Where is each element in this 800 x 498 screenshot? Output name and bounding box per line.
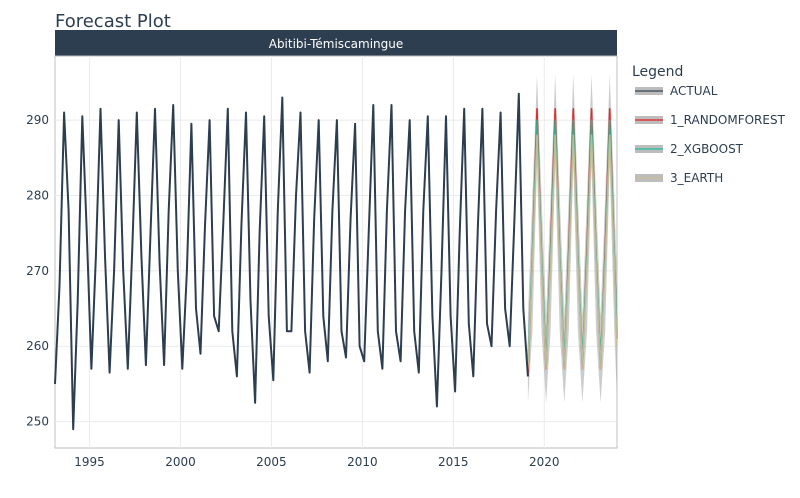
legend-title: Legend xyxy=(632,64,683,80)
x-tick-label: 2005 xyxy=(256,455,287,469)
x-tick-label: 2010 xyxy=(347,455,378,469)
legend-label: ACTUAL xyxy=(670,84,718,98)
x-axis: 1995 2000 2005 2010 2015 2020 xyxy=(74,455,559,469)
y-tick-label: 280 xyxy=(26,188,49,202)
y-tick-label: 270 xyxy=(26,264,49,278)
chart-title: Forecast Plot xyxy=(55,11,171,32)
legend-label: 3_EARTH xyxy=(670,171,723,185)
legend-label: 2_XGBOOST xyxy=(670,142,744,156)
series-line-actual xyxy=(54,92,529,431)
legend-item[interactable]: 3_EARTH xyxy=(635,171,723,185)
forecast-series xyxy=(527,108,618,377)
facet-strip xyxy=(55,30,617,56)
forecast-band xyxy=(527,74,617,403)
y-axis: 250 260 270 280 290 xyxy=(26,113,49,429)
facet-label: Abitibi-Témiscamingue xyxy=(269,37,404,51)
y-tick-label: 290 xyxy=(26,113,49,127)
x-tick-label: 2000 xyxy=(165,455,196,469)
x-tick-label: 2015 xyxy=(438,455,469,469)
legend: Legend ACTUAL 1_RANDOMFOREST 2_XGBOOST 3_EA… xyxy=(632,64,786,185)
forecast-confidence-band xyxy=(527,74,617,403)
x-tick-label: 1995 xyxy=(74,455,105,469)
x-tick-label: 2020 xyxy=(529,455,560,469)
actual-series xyxy=(54,92,529,431)
legend-label: 1_RANDOMFOREST xyxy=(670,113,786,127)
y-tick-label: 260 xyxy=(26,339,49,353)
y-tick-label: 250 xyxy=(26,415,49,429)
series-line-3-earth xyxy=(527,134,618,370)
legend-item[interactable]: 2_XGBOOST xyxy=(635,142,744,156)
legend-item[interactable]: 1_RANDOMFOREST xyxy=(635,113,786,127)
legend-item[interactable]: ACTUAL xyxy=(635,84,718,98)
legend-items: ACTUAL 1_RANDOMFOREST 2_XGBOOST 3_EARTH xyxy=(635,84,786,185)
